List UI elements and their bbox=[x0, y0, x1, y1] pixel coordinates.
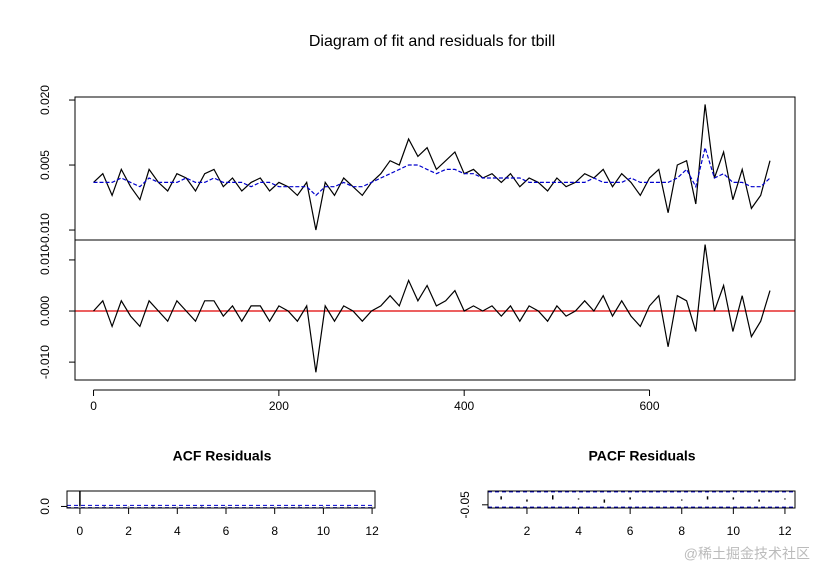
y-tick-label: 0.005 bbox=[38, 150, 52, 180]
acf-title: ACF Residuals bbox=[173, 448, 272, 464]
plot-frame bbox=[74, 239, 796, 381]
x-tick-label: 6 bbox=[223, 524, 230, 538]
x-tick-label: 200 bbox=[269, 399, 289, 413]
watermark: @稀土掘金技术社区 bbox=[684, 546, 810, 562]
x-tick-label: 0 bbox=[90, 399, 97, 413]
x-tick-label: 400 bbox=[454, 399, 474, 413]
y-tick-label: -0.010 bbox=[38, 345, 52, 379]
x-tick-label: 12 bbox=[365, 524, 379, 538]
y-tick-label: 0.020 bbox=[38, 85, 52, 115]
x-tick-label: 2 bbox=[524, 524, 531, 538]
x-tick-label: 4 bbox=[174, 524, 181, 538]
x-tick-label: 10 bbox=[317, 524, 331, 538]
y-tick-label: -0.05 bbox=[458, 491, 472, 519]
x-tick-label: 6 bbox=[627, 524, 634, 538]
x-tick-label: 4 bbox=[575, 524, 582, 538]
x-tick-label: 600 bbox=[640, 399, 660, 413]
series-line bbox=[93, 244, 771, 373]
x-tick-label: 2 bbox=[125, 524, 132, 538]
x-tick-label: 12 bbox=[778, 524, 792, 538]
series-line bbox=[93, 104, 771, 231]
y-tick-label: 0.010 bbox=[38, 245, 52, 275]
series-line bbox=[93, 145, 771, 197]
x-tick-label: 8 bbox=[271, 524, 278, 538]
x-tick-label: 8 bbox=[678, 524, 685, 538]
y-tick-label: 0.000 bbox=[38, 296, 52, 326]
chart-title: Diagram of fit and residuals for tbill bbox=[309, 33, 555, 50]
pacf-title: PACF Residuals bbox=[588, 448, 695, 464]
x-tick-label: 10 bbox=[727, 524, 741, 538]
plot-frame bbox=[74, 96, 796, 241]
y-tick-label: -0.010 bbox=[38, 213, 52, 247]
plot-frame bbox=[487, 490, 796, 509]
plot-frame bbox=[66, 490, 376, 509]
x-tick-label: 0 bbox=[77, 524, 84, 538]
y-tick-label: 0.0 bbox=[38, 498, 52, 515]
